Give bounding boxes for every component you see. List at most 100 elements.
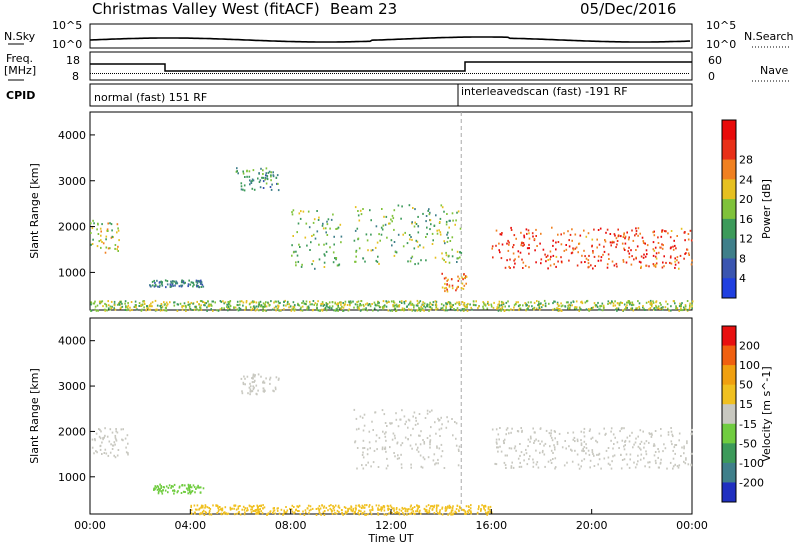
power-echo-cell [151, 280, 154, 283]
nave-dot [236, 73, 237, 74]
power-echo-cell [643, 253, 645, 256]
power-echo-cell [364, 260, 366, 263]
power-plot-frame [89, 111, 693, 311]
power-echo-cell [107, 307, 110, 310]
power-echo-cell [141, 303, 144, 306]
power-echo-cell [120, 300, 122, 303]
power-echo-cell [124, 302, 126, 305]
velocity-echo-cell [263, 381, 266, 384]
power-echo-cell [662, 306, 664, 309]
velocity-echo-cell [114, 456, 117, 459]
power-echo-cell [124, 300, 127, 303]
velocity-echo-cell [363, 413, 366, 416]
velocity-echo-cell [666, 467, 668, 470]
power-echo-cell [527, 308, 529, 311]
power-echo-cell [599, 304, 601, 307]
power-echo-cell [321, 224, 324, 227]
nave-dot [620, 73, 621, 74]
power-echo-cell [623, 232, 625, 235]
power-echo-cell [425, 259, 427, 262]
velocity-echo-cell [102, 437, 104, 440]
colorbar-label: Power [dB] [760, 179, 773, 239]
velocity-echo-cell [506, 427, 509, 430]
velocity-echo-cell [418, 413, 421, 415]
power-echo-cell [249, 179, 251, 182]
power-echo-cell [454, 309, 456, 312]
velocity-echo-cell [127, 442, 129, 445]
power-echo-cell [317, 219, 320, 221]
power-echo-cell [568, 245, 571, 248]
power-echo-cell [676, 256, 679, 259]
power-echo-cell [644, 255, 647, 258]
nave-dot [478, 73, 479, 74]
power-echo-cell [264, 309, 266, 312]
velocity-echo-cell [315, 508, 318, 510]
power-echo-cell [411, 238, 413, 241]
velocity-echo-cell [505, 467, 507, 469]
velocity-echo-cell [122, 428, 124, 431]
velocity-echo-cell [187, 489, 189, 492]
nave-dot [630, 73, 631, 74]
velocity-echo-cell [443, 467, 446, 469]
power-echo-cell [429, 219, 432, 222]
power-echo-cell [400, 302, 403, 304]
power-echo-cell [612, 304, 615, 307]
power-echo-cell [395, 303, 398, 306]
nave-dot [178, 73, 179, 74]
power-echo-cell [623, 233, 625, 236]
power-echo-cell [148, 304, 151, 307]
velocity-echo-cell [611, 460, 613, 463]
velocity-echo-cell [375, 440, 377, 443]
velocity-echo-cell [550, 432, 552, 435]
power-echo-cell [533, 238, 536, 240]
nave-dot [238, 73, 239, 74]
power-echo-cell [512, 252, 515, 255]
power-echo-cell [552, 308, 554, 311]
velocity-echo-cell [251, 390, 254, 393]
velocity-echo-cell [315, 514, 318, 516]
power-echo-cell [369, 209, 371, 212]
power-echo-cell [390, 300, 393, 303]
power-echo-cell [291, 244, 293, 247]
velocity-echo-cell [458, 445, 461, 448]
power-echo-cell [527, 305, 530, 308]
power-echo-cell [688, 307, 691, 310]
velocity-echo-cell [503, 461, 506, 464]
velocity-echo-cell [621, 439, 624, 442]
power-echo-cell [673, 239, 675, 242]
velocity-echo-cell [505, 428, 508, 431]
power-echo-cell [676, 235, 678, 237]
power-echo-cell [163, 301, 165, 304]
power-echo-cell [110, 307, 113, 309]
power-echo-cell [531, 232, 534, 235]
nave-dot [530, 73, 531, 74]
velocity-echo-cell [189, 492, 192, 495]
power-echo-cell [357, 210, 359, 212]
power-echo-cell [592, 251, 594, 254]
power-echo-cell [283, 308, 285, 311]
velocity-echo-cell [341, 512, 343, 514]
nave-dot [276, 73, 277, 74]
velocity-echo-cell [667, 431, 670, 434]
velocity-echo-cell [461, 508, 463, 511]
power-echo-cell [94, 308, 96, 311]
power-echo-cell [617, 228, 619, 231]
velocity-echo-cell [267, 513, 269, 515]
velocity-echo-cell [433, 504, 436, 507]
colorbar-tick-label: 200 [739, 340, 760, 353]
velocity-echo-cell [296, 510, 299, 512]
velocity-echo-cell [341, 509, 343, 512]
velocity-echo-cell [451, 507, 454, 509]
velocity-echo-cell [233, 504, 235, 507]
power-echo-cell [237, 172, 239, 175]
nave-dot [580, 73, 581, 74]
power-echo-cell [227, 307, 229, 310]
velocity-echo-cell [114, 434, 117, 437]
power-echo-cell [382, 300, 385, 303]
power-echo-cell [299, 246, 301, 248]
power-echo-cell [133, 306, 136, 308]
velocity-echo-cell [265, 377, 267, 380]
velocity-echo-cell [441, 423, 443, 426]
velocity-echo-cell [640, 440, 643, 443]
velocity-echo-cell [650, 432, 653, 435]
